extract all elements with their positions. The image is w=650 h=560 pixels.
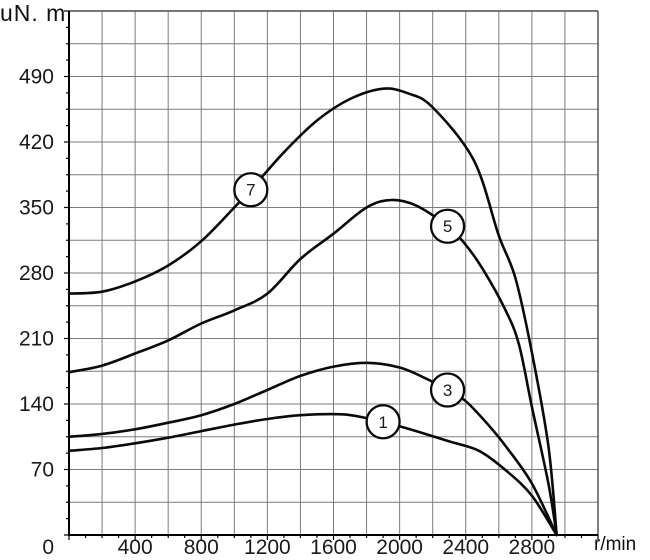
curve-marker-3: 3 [429, 372, 466, 408]
x-tick-label: 800 [184, 536, 219, 559]
y-tick-label: 210 [19, 328, 54, 351]
origin-label: 0 [42, 536, 54, 559]
curve-3 [67, 361, 558, 537]
curve-1 [67, 412, 558, 537]
curve-number-label: 7 [246, 181, 255, 200]
curve-7 [67, 87, 558, 537]
y-tick-label: 490 [19, 66, 54, 89]
curve-marker-7: 7 [233, 172, 269, 208]
y-tick-label: 350 [19, 197, 54, 220]
tick-labels: 70 140 210 280 350 420 490 0 400 800 1200 1600 2000 2… [19, 66, 555, 560]
x-tick-label: 400 [118, 536, 153, 559]
curve-marker-5: 5 [429, 208, 466, 244]
y-tick-label: 280 [19, 262, 54, 285]
curve-5 [67, 198, 558, 537]
y-tick-label: 420 [19, 131, 54, 154]
y-tick-label: 140 [19, 393, 54, 416]
x-tick-label: 2800 [509, 536, 556, 559]
x-tick-label: 1200 [244, 536, 291, 559]
x-tick-label: 2400 [442, 536, 489, 559]
y-tick-label: 70 [31, 459, 54, 482]
grid-lines [69, 11, 598, 535]
x-tick-label: 1600 [310, 536, 357, 559]
x-axis-unit-label: r/min [594, 534, 637, 555]
curve-number-label: 1 [378, 413, 387, 432]
y-axis-unit-label: uN. m [0, 0, 67, 26]
x-tick-label: 2000 [376, 536, 423, 559]
curve-number-label: 3 [443, 381, 452, 400]
curve-marker-1: 1 [365, 404, 401, 440]
curve-number-label: 5 [443, 217, 452, 236]
